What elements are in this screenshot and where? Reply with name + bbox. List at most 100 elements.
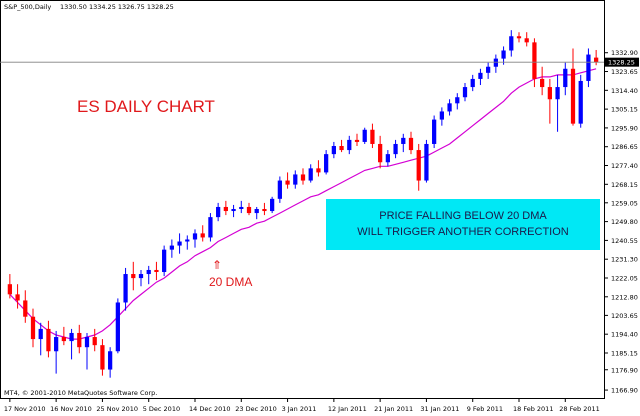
symbol-label: S&P_500,Daily: [4, 3, 51, 11]
candle: [424, 139, 429, 183]
x-tick-label: 3 Jan 2011: [282, 405, 317, 413]
candle: [362, 127, 367, 144]
candle-body: [509, 36, 514, 51]
candle-body: [123, 274, 128, 303]
candle: [524, 32, 529, 47]
candle-body: [563, 68, 568, 88]
candle-body: [424, 143, 429, 181]
candle-body: [223, 206, 228, 212]
candle-body: [254, 209, 259, 214]
candle-body: [270, 198, 275, 212]
ma-layer: [9, 68, 597, 340]
candle: [462, 83, 468, 102]
candle: [262, 202, 267, 216]
candle: [61, 326, 66, 346]
y-tick-label: 1286.65: [611, 143, 638, 151]
chart-title: ES DAILY CHART: [77, 97, 215, 116]
candle-body: [378, 143, 383, 163]
y-tick-label: 1185.15: [611, 349, 638, 357]
candle-body: [61, 337, 66, 342]
candle-body: [216, 206, 221, 218]
candle-body: [316, 168, 321, 173]
candle: [131, 261, 136, 291]
candle: [38, 322, 43, 356]
x-tick-label: 12 Jan 2011: [328, 405, 367, 413]
candle-body: [115, 302, 120, 352]
candle-body: [408, 137, 414, 151]
y-tick-label: 1295.90: [611, 124, 638, 132]
candle: [331, 141, 336, 159]
candle: [192, 229, 198, 248]
candle: [347, 135, 352, 155]
y-tick-label: 1176.90: [611, 366, 638, 374]
candle-body: [192, 233, 198, 240]
x-tick-label: 16 Nov 2010: [50, 405, 92, 413]
candle: [30, 308, 36, 348]
candle: [15, 284, 20, 309]
candle-body: [46, 328, 51, 352]
y-tick-label: 1212.80: [611, 293, 638, 301]
candle-body: [177, 241, 182, 246]
candle-body: [246, 206, 252, 214]
candle-body: [354, 139, 360, 142]
candle: [308, 164, 313, 183]
note-line-1: PRICE FALLING BELOW 20 DMA: [379, 210, 547, 222]
candle-body: [285, 180, 290, 185]
candle-body: [23, 300, 28, 317]
candle: [354, 133, 360, 146]
note-box: [326, 199, 600, 250]
candle: [115, 298, 120, 354]
candle-body: [362, 129, 367, 142]
candle-body: [262, 209, 267, 212]
candle-body: [69, 332, 74, 342]
x-tick-label: 17 Nov 2010: [4, 405, 46, 413]
candle: [223, 200, 228, 216]
candle-body: [30, 316, 36, 340]
candle-body: [169, 245, 174, 250]
candle: [154, 261, 159, 281]
candle: [69, 328, 74, 360]
candle: [316, 160, 321, 177]
candle-body: [594, 57, 599, 63]
candle: [516, 32, 522, 43]
y-tick-label: 1314.40: [611, 87, 638, 95]
candle-body: [15, 294, 20, 301]
candle-body: [385, 154, 390, 163]
candle-body: [300, 174, 306, 181]
axis-layer: 1332.90 1323.65 1314.40 1305.15 1295.90 1286.…: [0, 49, 639, 413]
candle: [563, 62, 568, 96]
candle-body: [138, 274, 144, 279]
candle: [100, 339, 105, 376]
candle: [123, 267, 128, 311]
candle: [408, 131, 414, 155]
candle: [254, 206, 259, 220]
candle-body: [84, 337, 90, 348]
candle-body: [524, 38, 529, 43]
candle: [439, 107, 444, 126]
candle-body: [493, 58, 498, 67]
candle-body: [393, 143, 398, 155]
y-tick-label: 1305.15: [611, 106, 638, 114]
x-tick-label: 23 Dec 2010: [235, 405, 277, 413]
price-tag-box: [605, 57, 639, 67]
candle: [586, 48, 591, 88]
candle: [378, 135, 383, 169]
candle: [277, 176, 282, 203]
x-tick-label: 14 Dec 2010: [189, 405, 231, 413]
candle: [146, 265, 151, 285]
candle-body: [200, 233, 205, 238]
candle-body: [38, 328, 43, 340]
candle-body: [486, 66, 491, 73]
candle: [470, 74, 475, 92]
candle-body: [293, 174, 298, 185]
ohlc-readout: 1330.50 1334.25 1326.75 1328.25: [60, 3, 174, 11]
candle: [293, 170, 298, 189]
candle-body: [586, 54, 591, 81]
y-tick-label: 1323.65: [611, 68, 638, 76]
candle: [578, 74, 583, 128]
candle-body: [131, 274, 136, 279]
candle: [231, 204, 236, 218]
ma20-line: [9, 68, 597, 340]
candle: [169, 239, 174, 258]
